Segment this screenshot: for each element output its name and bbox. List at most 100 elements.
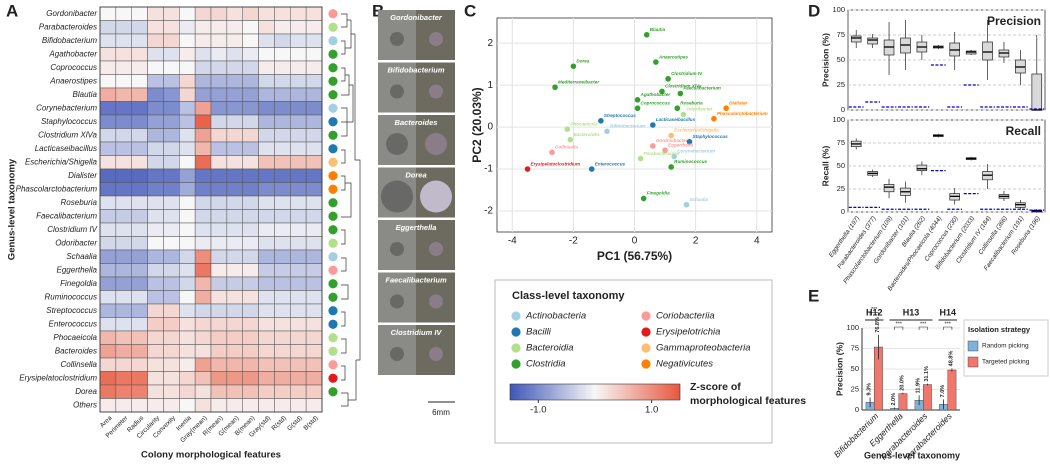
heatmap-cell (179, 33, 196, 48)
row-label: Eggerthella (57, 265, 98, 274)
class-dot (328, 346, 338, 356)
heatmap-cell (226, 303, 243, 318)
legend-swatch (641, 327, 651, 337)
heatmap-cell (179, 330, 196, 345)
heatmap-cell (99, 20, 117, 35)
value-label: 2.0% (891, 393, 897, 406)
significance-bracket (918, 326, 928, 330)
heatmap-cell (194, 60, 212, 75)
heatmap-cell (290, 33, 307, 48)
x-tick-label: 4 (754, 236, 760, 247)
y-axis-label: PC2 (20.03%) (470, 87, 484, 162)
heatmap-cell (274, 114, 291, 129)
heatmap-cell (305, 330, 323, 345)
heatmap-cell (226, 20, 243, 35)
point-label: Parabacteroides (644, 151, 680, 156)
row-label: Finegoldia (60, 279, 97, 288)
colony-image: Bacteroides (378, 115, 455, 165)
legend-title: Isolation strategy (968, 325, 1031, 334)
heatmap-cell (290, 74, 307, 89)
heatmap-cell (274, 290, 291, 305)
point (653, 59, 659, 65)
heatmap-cell (131, 357, 148, 372)
heatmap-cell (147, 398, 164, 413)
point-label: Coprococcus (641, 100, 671, 105)
heatmap-cell (194, 263, 212, 278)
panel-label: A (6, 1, 18, 20)
point-label: Clostridium IV (671, 71, 703, 76)
point (634, 97, 641, 103)
heatmap-cell (274, 101, 291, 116)
y-tick-label: 25 (851, 384, 859, 393)
heatmap-cell (305, 222, 323, 237)
heatmap-cell (131, 290, 148, 305)
point-label: Odoribacter (686, 107, 712, 112)
heatmap-cell (131, 222, 148, 237)
heatmap-cell (194, 371, 212, 386)
heatmap-cell (147, 168, 164, 183)
heatmap-cell (194, 222, 212, 237)
heatmap-cell (99, 263, 117, 278)
point-label: Schaalia (689, 197, 708, 202)
heatmap-cell (274, 182, 291, 197)
heatmap-cell (305, 87, 323, 102)
heatmap-cell (115, 357, 132, 372)
heatmap-cell (274, 384, 291, 399)
heatmap-cell (131, 276, 148, 291)
heatmap-cell (290, 384, 307, 399)
heatmap-cell (274, 236, 291, 251)
heatmap-cell (290, 222, 307, 237)
heatmap-cell (115, 168, 132, 183)
heatmap-cell (210, 60, 228, 75)
heatmap-cell (194, 249, 212, 264)
heatmap-cell (226, 371, 243, 386)
image-label: Gordonibacter (390, 13, 443, 22)
point-label: Phascolarctobacterium (717, 111, 768, 116)
row-label: Bifidobacterium (42, 36, 97, 45)
heatmap-cell (226, 398, 243, 413)
heatmap-cell (115, 249, 132, 264)
heatmap-cell (290, 303, 307, 318)
class-dot (328, 238, 338, 248)
heatmap-cell (131, 249, 148, 264)
heatmap-cell (258, 20, 275, 35)
heatmap-cell (210, 303, 228, 318)
heatmap-cell (290, 357, 307, 372)
class-dot (328, 49, 338, 59)
heatmap-cell (210, 195, 228, 210)
heatmap-cell (194, 357, 212, 372)
heatmap-cell (131, 6, 148, 21)
heatmap-cell (242, 47, 259, 62)
heatmap-cell (163, 195, 180, 210)
heatmap-cell (258, 222, 275, 237)
heatmap-cell (290, 87, 307, 102)
legend-title: Class-level taxonomy (512, 290, 625, 302)
heatmap-cell (115, 20, 132, 35)
point (552, 84, 558, 91)
heatmap-cell (258, 114, 275, 129)
y-axis-label: Precision (%) (834, 342, 844, 396)
y-tick-label: 75 (851, 343, 859, 352)
colorbar-title: morphological features (690, 395, 806, 407)
heatmap-cell (258, 101, 275, 116)
heatmap-cell (290, 236, 307, 251)
heatmap-cell (305, 249, 323, 264)
point (683, 201, 690, 208)
heatmap-cell (290, 330, 307, 345)
heatmap-cell (290, 195, 307, 210)
point-label: Bacteroides (573, 132, 600, 137)
class-dot (328, 319, 338, 329)
heatmap-cell (258, 209, 275, 224)
class-dot (328, 157, 338, 167)
heatmap-cell (258, 371, 275, 386)
heatmap-cell (194, 33, 212, 48)
point (570, 63, 577, 70)
point (643, 31, 650, 38)
heatmap-cell (274, 128, 291, 143)
heatmap-cell (147, 182, 164, 197)
heatmap-cell (147, 114, 164, 129)
heatmap-cell (147, 263, 164, 278)
heatmap-cell (290, 209, 307, 224)
x-tick-label: 0 (632, 236, 638, 247)
heatmap-cell (163, 20, 180, 35)
